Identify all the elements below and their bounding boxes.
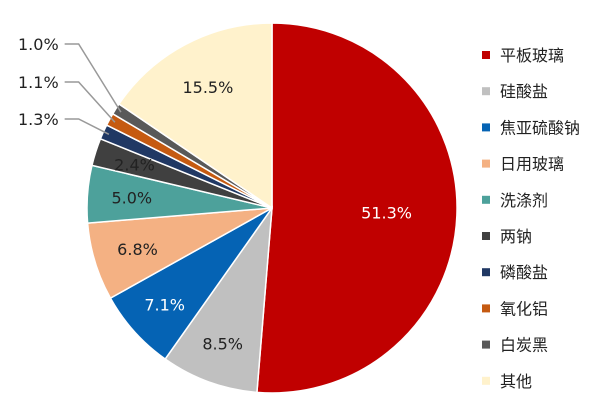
legend-swatch-8 [482, 304, 490, 313]
data-label-10: 15.5% [182, 78, 233, 97]
legend-swatch-2 [482, 87, 490, 96]
data-label-5: 5.0% [111, 188, 152, 207]
legend-swatch-6 [482, 232, 490, 240]
data-label-1: 51.3% [361, 204, 412, 223]
data-label-4: 6.8% [117, 240, 158, 259]
leader-line-8 [64, 81, 116, 123]
legend-label-5: 洗涤剂 [500, 191, 548, 210]
data-label-6: 2.4% [114, 155, 155, 174]
slice-2 [164, 205, 273, 394]
slice-1 [256, 22, 458, 394]
legend-label-10: 其他 [500, 372, 532, 391]
data-label-9: 1.0% [18, 35, 59, 54]
leader-line-7 [64, 118, 110, 135]
legend-label-1: 平板玻璃 [500, 46, 564, 65]
legend-swatch-7 [482, 268, 490, 277]
data-label-2: 8.5% [202, 335, 243, 354]
legend-label-6: 两钠 [500, 227, 532, 246]
data-label-7: 1.3% [18, 110, 59, 129]
legend-label-9: 白炭黑 [500, 336, 548, 355]
legend-label-8: 氧化铝 [500, 299, 548, 318]
legend-swatch-5 [482, 195, 490, 204]
data-label-8: 1.1% [18, 73, 59, 92]
leader-line-9 [64, 43, 122, 113]
leader-lines [64, 43, 122, 135]
data-labels: 51.3% 8.5% 7.1% 6.8% 5.0% 2.4% 1.3% 1.1% 1.0% 15.… [18, 35, 412, 354]
legend-swatch-1 [482, 51, 490, 59]
legend-swatch-4 [482, 159, 490, 168]
legend-label-2: 硅酸盐 [500, 82, 548, 101]
legend-label-7: 磷酸盐 [500, 263, 548, 282]
data-label-3: 7.1% [144, 295, 185, 314]
legend-swatch-3 [482, 123, 490, 132]
slice-10 [117, 22, 273, 210]
legend-swatch-9 [482, 340, 490, 349]
legend-label-4: 日用玻璃 [500, 155, 564, 174]
legend-label-3: 焦亚硫酸钠 [500, 118, 580, 137]
pie-slices [86, 22, 458, 394]
legend-swatch-10 [482, 376, 490, 385]
